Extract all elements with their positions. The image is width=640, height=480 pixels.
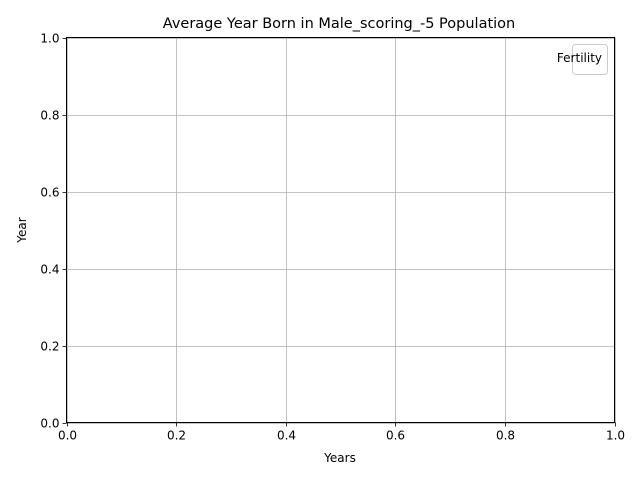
y-tick-label: 0.4 [40, 263, 59, 277]
legend-box [572, 44, 608, 75]
x-tick-label: 0.2 [167, 429, 186, 443]
grid [66, 37, 616, 424]
y-axis-label: Year [15, 217, 29, 243]
legend: Fertility [557, 44, 608, 75]
x-axis-label: Years [323, 451, 356, 465]
y-tick-label: 0.8 [40, 109, 59, 123]
plot-frame [66, 37, 615, 423]
x-tick-label: 0.0 [58, 429, 77, 443]
y-tick-label: 0.0 [40, 417, 59, 431]
x-tick-label: 1.0 [606, 429, 625, 443]
y-tick-label: 1.0 [40, 32, 59, 46]
legend-title: Fertility [557, 51, 602, 65]
x-tick-label: 0.8 [496, 429, 515, 443]
x-tick-label: 0.6 [386, 429, 405, 443]
chart-title: Average Year Born in Male_scoring_-5 Pop… [163, 16, 516, 32]
y-tick-label: 0.6 [40, 186, 59, 200]
y-tick-label: 0.2 [40, 340, 59, 354]
y-axis-ticks: 0.0 0.2 0.4 0.6 0.8 1.0 [40, 32, 67, 431]
x-axis-ticks: 0.0 0.2 0.4 0.6 0.8 1.0 [58, 422, 625, 443]
x-tick-label: 0.4 [277, 429, 296, 443]
